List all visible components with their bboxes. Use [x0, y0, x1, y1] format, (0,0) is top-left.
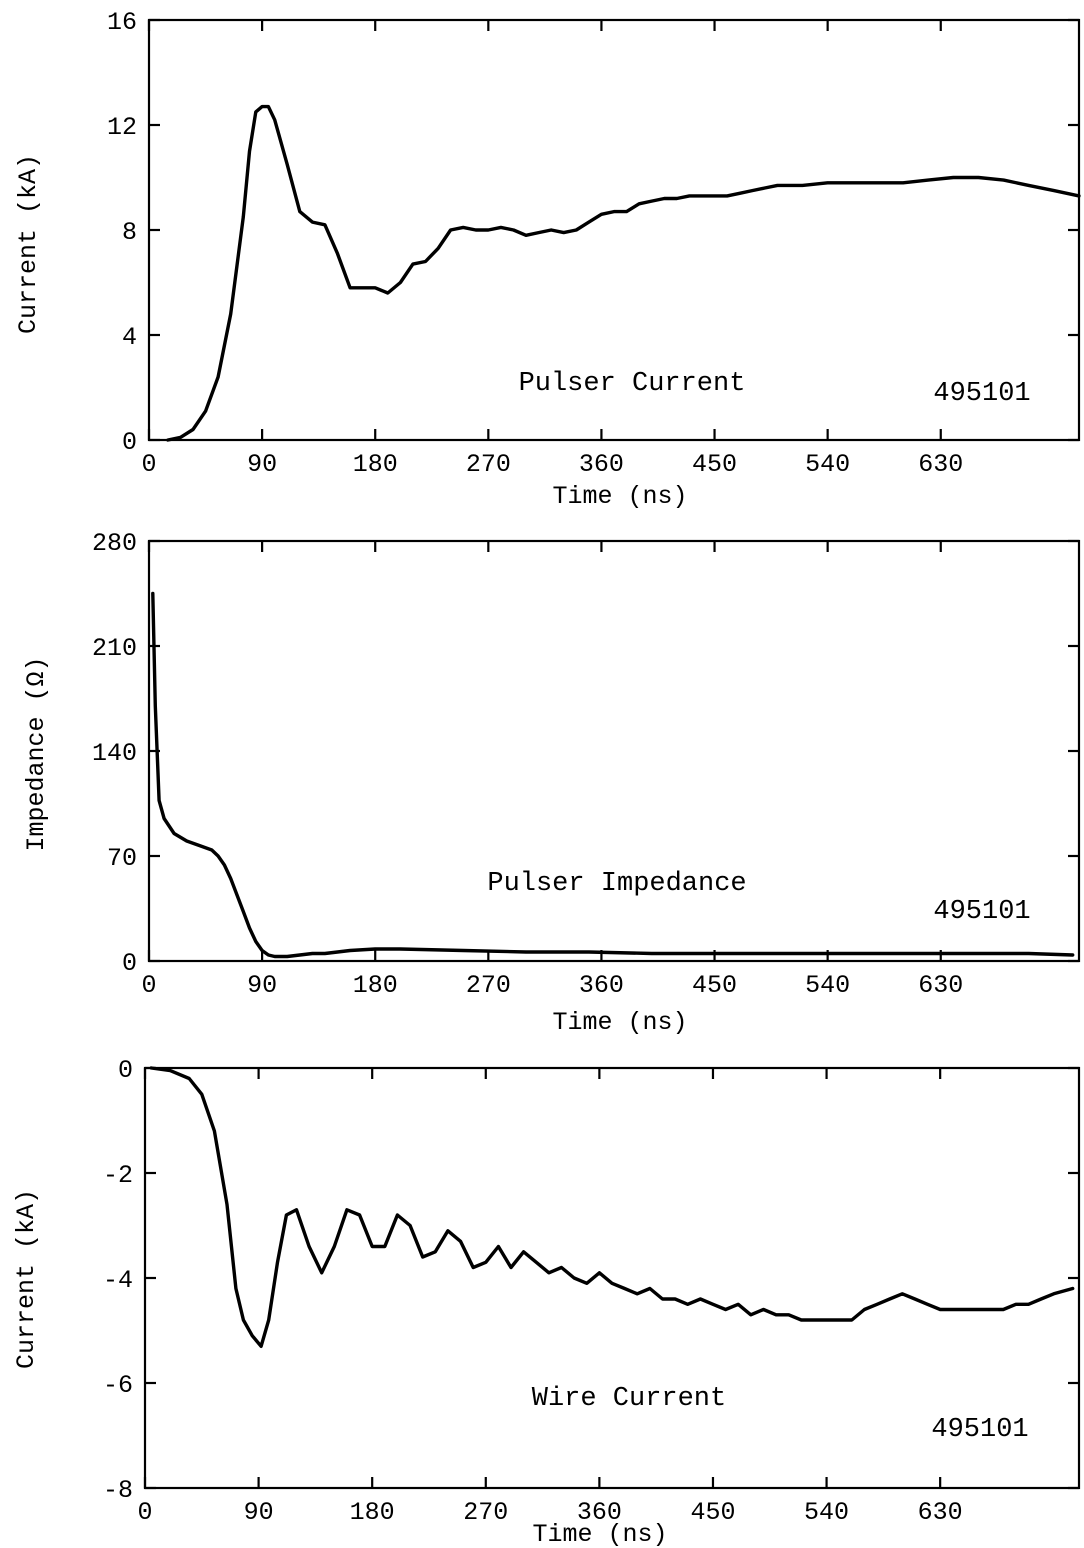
x-tick-label: 180 [353, 971, 398, 1000]
x-tick-label: 90 [244, 1498, 274, 1527]
x-tick-label: 630 [918, 1498, 963, 1527]
x-tick-label: 540 [805, 971, 850, 1000]
x-tick-label: 540 [804, 1498, 849, 1527]
x-tick-label: 630 [918, 450, 963, 479]
y-tick-label: 210 [92, 634, 137, 663]
y-tick-label: 280 [92, 529, 137, 558]
y-tick-labels: 0 4 8 12 16 [107, 8, 137, 457]
y-tick-labels: 0 70 140 210 280 [92, 529, 137, 978]
y-tick-label: 16 [107, 8, 137, 37]
pulser-current-line [166, 104, 1081, 442]
shot-number-label: 495101 [931, 1415, 1028, 1445]
x-tick-label: 180 [353, 450, 398, 479]
y-tick-label: -8 [103, 1476, 133, 1505]
shot-number-label: 495101 [933, 379, 1030, 409]
y-tick-label: 70 [107, 844, 137, 873]
panel-annotation-label: Wire Current [532, 1384, 726, 1414]
x-axis-label: Time (ns) [532, 1520, 667, 1548]
x-tick-label: 0 [141, 450, 156, 479]
y-tick-label: -6 [103, 1371, 133, 1400]
x-tick-label: 270 [463, 1498, 508, 1527]
y-tick-label: -4 [103, 1266, 133, 1295]
panel-wire-current: 0 -2 -4 -6 -8 0 90 180 270 360 450 540 630 Time (ns… [12, 1056, 1081, 1548]
y-axis-label: Current (kA) [12, 1189, 41, 1369]
panel-pulser-impedance: 0 70 140 210 280 0 90 180 270 360 450 540 630 Time … [22, 529, 1081, 1037]
y-tick-label: 0 [122, 428, 137, 457]
y-tick-labels: 0 -2 -4 -6 -8 [103, 1056, 133, 1505]
pulser-impedance-line [151, 591, 1075, 959]
x-tick-label: 360 [579, 971, 624, 1000]
x-tick-label: 270 [466, 971, 511, 1000]
panel-annotation-label: Pulser Current [519, 369, 746, 399]
y-tick-label: 140 [92, 739, 137, 768]
x-tick-labels: 0 90 180 270 360 450 540 630 [137, 1498, 962, 1527]
tick-marks [147, 18, 1079, 442]
x-tick-labels: 0 90 180 270 360 450 540 630 [141, 971, 963, 1000]
x-tick-label: 90 [247, 450, 277, 479]
y-tick-label: -2 [103, 1161, 133, 1190]
shot-number-label: 495101 [933, 897, 1030, 927]
y-tick-label: 8 [122, 218, 137, 247]
x-axis-label: Time (ns) [552, 1008, 687, 1037]
y-tick-label: 0 [122, 949, 137, 978]
panel-annotation-label: Pulser Impedance [487, 869, 746, 899]
x-tick-label: 360 [577, 1498, 622, 1527]
x-tick-label: 0 [137, 1498, 152, 1527]
wire-current-line [149, 1066, 1075, 1348]
x-tick-labels: 0 90 180 270 360 450 540 630 [141, 450, 963, 479]
x-tick-label: 90 [247, 971, 277, 1000]
x-tick-label: 630 [918, 971, 963, 1000]
y-tick-label: 4 [122, 323, 137, 352]
y-axis-label: Current (kA) [14, 154, 43, 334]
x-tick-label: 450 [690, 1498, 735, 1527]
x-tick-label: 0 [141, 971, 156, 1000]
x-tick-label: 270 [466, 450, 511, 479]
x-tick-label: 180 [350, 1498, 395, 1527]
x-tick-label: 450 [692, 450, 737, 479]
x-tick-label: 540 [805, 450, 850, 479]
y-axis-label: Impedance (Ω) [22, 656, 51, 851]
x-tick-label: 450 [692, 971, 737, 1000]
x-axis-label: Time (ns) [552, 482, 687, 511]
x-tick-label: 360 [579, 450, 624, 479]
y-tick-label: 0 [118, 1056, 133, 1085]
y-tick-label: 12 [107, 113, 137, 142]
